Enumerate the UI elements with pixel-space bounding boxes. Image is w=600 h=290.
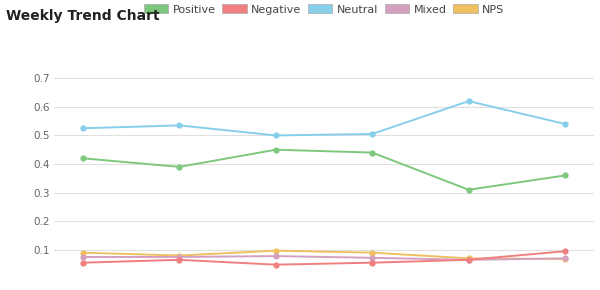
Legend: Positive, Negative, Neutral, Mixed, NPS: Positive, Negative, Neutral, Mixed, NPS (139, 0, 509, 19)
Text: Weekly Trend Chart: Weekly Trend Chart (6, 9, 160, 23)
